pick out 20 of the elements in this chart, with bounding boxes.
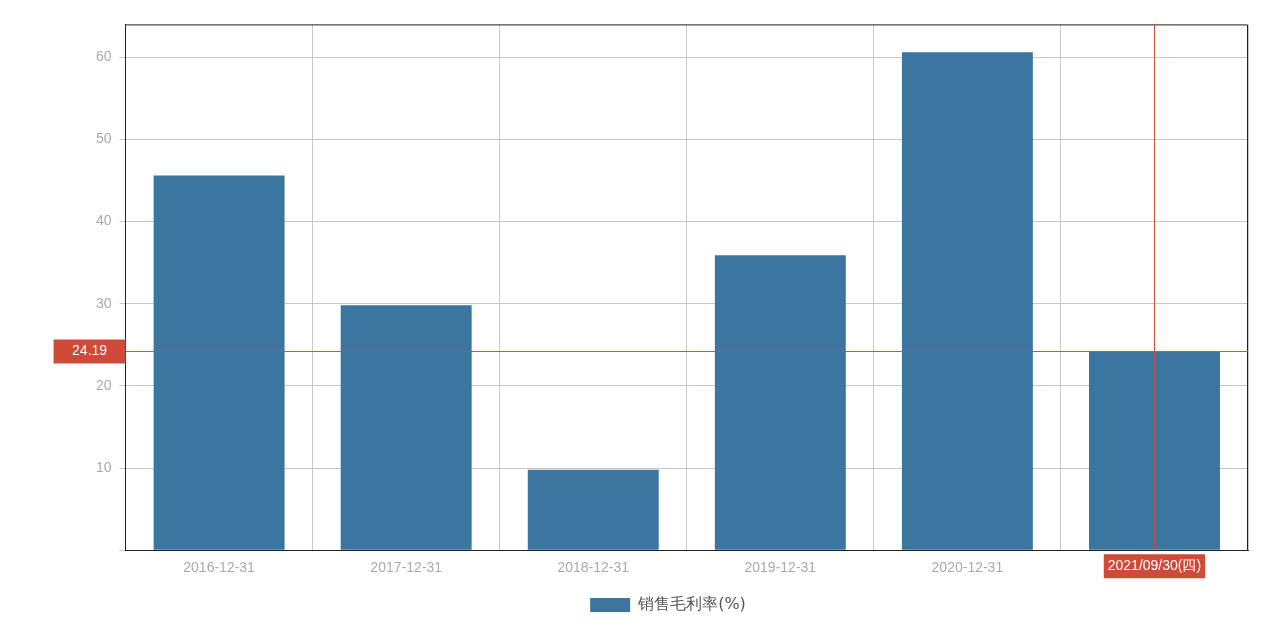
bar xyxy=(901,52,1033,550)
x-tick-label: 2021/09/30(四) xyxy=(1107,557,1202,574)
legend-label: 销售毛利率(%) xyxy=(637,594,746,614)
bar xyxy=(153,175,285,550)
x-tick-label: 2018-12-31 xyxy=(557,559,630,576)
bar xyxy=(714,255,846,550)
y-tick-label: 60 xyxy=(95,48,112,65)
x-tick-label: 2017-12-31 xyxy=(370,559,443,576)
x-tick-label: 2019-12-31 xyxy=(744,559,817,576)
ref-line-label: 24.19 xyxy=(72,342,108,359)
x-tick-label: 2016-12-31 xyxy=(183,559,256,576)
x-tick-label: 2020-12-31 xyxy=(931,559,1004,576)
y-tick-label: 40 xyxy=(95,212,112,229)
bar xyxy=(527,469,659,550)
bar xyxy=(340,305,472,550)
y-tick-label: 30 xyxy=(95,294,112,311)
y-tick-label: 10 xyxy=(95,458,112,475)
bar xyxy=(1088,351,1220,550)
y-tick-label: 50 xyxy=(95,130,112,147)
y-tick-label: 20 xyxy=(95,376,112,393)
